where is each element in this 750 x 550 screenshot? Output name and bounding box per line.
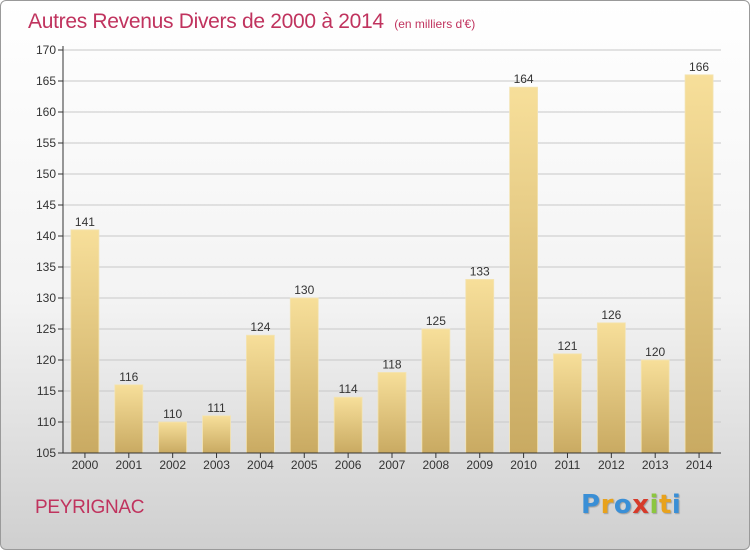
x-tick-label: 2013	[642, 458, 669, 472]
data-label: 111	[207, 401, 226, 415]
x-tick-label: 2014	[686, 458, 713, 472]
logo-letter: r	[600, 490, 614, 520]
y-tick-label: 155	[36, 136, 56, 150]
data-label: 141	[75, 215, 95, 229]
y-tick-label: 130	[36, 291, 56, 305]
bar-2007	[377, 371, 407, 454]
bar-2014	[684, 74, 714, 454]
data-label: 114	[339, 382, 358, 396]
y-tick-label: 145	[36, 198, 56, 212]
y-tick-label: 125	[36, 322, 56, 336]
logo-letter: o	[613, 490, 633, 520]
logo-letter: i	[671, 490, 682, 520]
axes	[58, 46, 721, 458]
x-tick-label: 2008	[423, 458, 450, 472]
logo-letter: t	[658, 490, 672, 520]
data-label: 133	[470, 264, 490, 278]
bar-2010	[509, 86, 539, 454]
data-label: 125	[426, 314, 446, 328]
x-tick-label: 2010	[510, 458, 537, 472]
x-tick-label: 2004	[247, 458, 274, 472]
data-label: 120	[645, 345, 665, 359]
bar-2008	[421, 328, 451, 454]
bar-2002	[158, 421, 188, 454]
x-tick-label: 2000	[72, 458, 99, 472]
x-tick-label: 2006	[335, 458, 362, 472]
y-tick-label: 120	[36, 353, 56, 367]
y-tick-label: 135	[36, 260, 56, 274]
bar-2005	[289, 297, 319, 454]
data-label: 116	[119, 370, 138, 384]
proxiti-logo: Proxiti	[581, 490, 681, 520]
bar-2004	[245, 334, 275, 454]
bar-2006	[333, 396, 363, 454]
x-tick-label: 2003	[203, 458, 230, 472]
bar-2013	[640, 359, 670, 454]
x-tick-label: 2009	[466, 458, 493, 472]
y-tick-label: 110	[37, 415, 56, 429]
data-label: 126	[601, 308, 621, 322]
x-tick-label: 2011	[555, 458, 581, 472]
data-label: 121	[557, 339, 577, 353]
x-tick-label: 2002	[159, 458, 186, 472]
bars	[70, 74, 714, 454]
logo-letter: P	[581, 490, 601, 520]
y-tick-label: 165	[36, 74, 56, 88]
labels: 105 110 115 120 125 130 135 140 145 150 155 160 165 1…	[36, 43, 713, 472]
data-label: 164	[514, 72, 534, 86]
logo-letter: i	[649, 490, 659, 520]
data-label: 130	[294, 283, 314, 297]
x-tick-label: 2005	[291, 458, 318, 472]
x-tick-label: 2001	[115, 458, 142, 472]
y-tick-label: 140	[36, 229, 56, 243]
y-tick-label: 160	[36, 105, 56, 119]
chart-unit-note: (en milliers d'€)	[394, 17, 476, 31]
y-tick-label: 115	[37, 384, 56, 398]
chart-title-text: Autres Revenus Divers de 2000 à 2014	[28, 10, 384, 33]
x-tick-label: 2012	[598, 458, 625, 472]
logo-letter: x	[632, 490, 650, 520]
bar-2000	[70, 229, 100, 454]
bar-2011	[553, 353, 582, 454]
data-label: 118	[382, 357, 401, 371]
y-tick-label: 150	[36, 167, 56, 181]
data-label: 110	[163, 407, 182, 421]
bar-2009	[465, 278, 495, 454]
bar-2012	[596, 322, 626, 454]
x-tick-label: 2007	[379, 458, 406, 472]
commune-name: PEYRIGNAC	[35, 497, 145, 518]
chart-title: Autres Revenus Divers de 2000 à 2014 (en…	[28, 10, 475, 34]
y-tick-label: 170	[36, 43, 56, 57]
bar-2001	[114, 384, 144, 454]
y-tick-label: 105	[36, 446, 56, 460]
data-label: 124	[250, 320, 270, 334]
bar-2003	[202, 415, 231, 454]
data-label: 166	[689, 60, 709, 74]
